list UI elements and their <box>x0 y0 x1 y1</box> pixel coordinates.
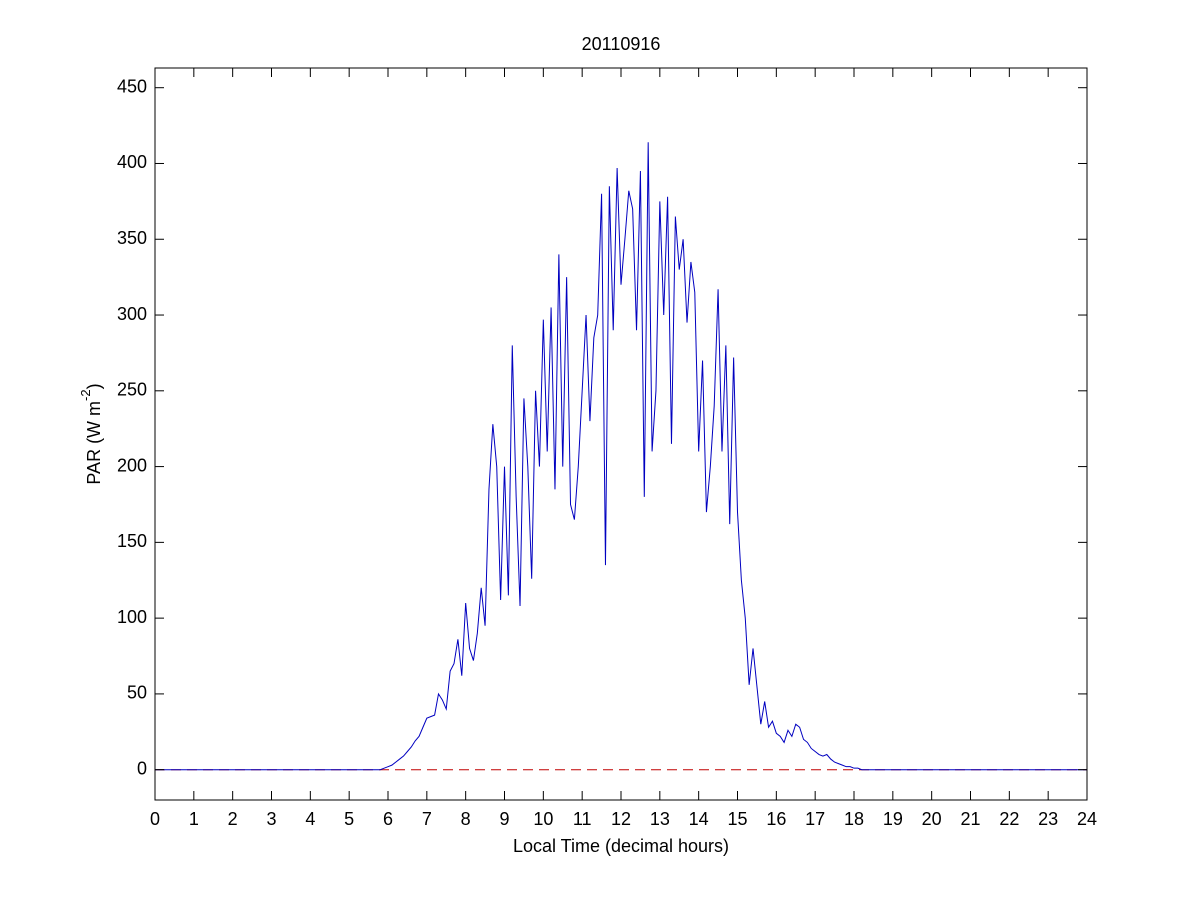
x-tick-label: 8 <box>461 809 471 829</box>
y-tick-label: 150 <box>117 531 147 551</box>
y-axis-label: PAR (W m-2) <box>78 383 103 484</box>
y-tick-label: 350 <box>117 228 147 248</box>
x-tick-label: 23 <box>1038 809 1058 829</box>
y-tick-label: 250 <box>117 380 147 400</box>
x-tick-label: 5 <box>344 809 354 829</box>
x-tick-label: 4 <box>305 809 315 829</box>
x-tick-label: 19 <box>883 809 903 829</box>
x-axis-label: Local Time (decimal hours) <box>513 836 729 856</box>
y-label-superscript: -2 <box>78 389 93 401</box>
y-label-text: PAR (W m <box>84 401 104 485</box>
data-line <box>155 142 1087 771</box>
y-tick-label: 50 <box>127 683 147 703</box>
x-tick-label: 22 <box>999 809 1019 829</box>
x-tick-label: 6 <box>383 809 393 829</box>
x-tick-label: 7 <box>422 809 432 829</box>
x-tick-label: 18 <box>844 809 864 829</box>
x-tick-label: 24 <box>1077 809 1097 829</box>
y-tick-label: 300 <box>117 304 147 324</box>
x-tick-label: 14 <box>689 809 709 829</box>
x-tick-label: 11 <box>573 809 592 829</box>
x-tick-label: 10 <box>533 809 553 829</box>
y-tick-label: 200 <box>117 455 147 475</box>
x-tick-label: 2 <box>228 809 238 829</box>
x-tick-label: 15 <box>727 809 747 829</box>
x-tick-label: 20 <box>922 809 942 829</box>
x-tick-label: 16 <box>766 809 786 829</box>
y-tick-label: 100 <box>117 607 147 627</box>
x-tick-label: 21 <box>960 809 980 829</box>
x-tick-label: 13 <box>650 809 670 829</box>
y-tick-label: 400 <box>117 152 147 172</box>
x-tick-label: 17 <box>805 809 825 829</box>
x-tick-label: 3 <box>266 809 276 829</box>
y-tick-label: 0 <box>137 758 147 778</box>
x-tick-label: 1 <box>189 809 199 829</box>
y-tick-label: 450 <box>117 76 147 96</box>
y-label-text: ) <box>84 383 104 389</box>
x-tick-label: 12 <box>611 809 631 829</box>
x-tick-label: 9 <box>499 809 509 829</box>
x-tick-label: 0 <box>150 809 160 829</box>
chart-title: 20110916 <box>582 34 661 54</box>
plot-frame <box>154 67 1088 801</box>
